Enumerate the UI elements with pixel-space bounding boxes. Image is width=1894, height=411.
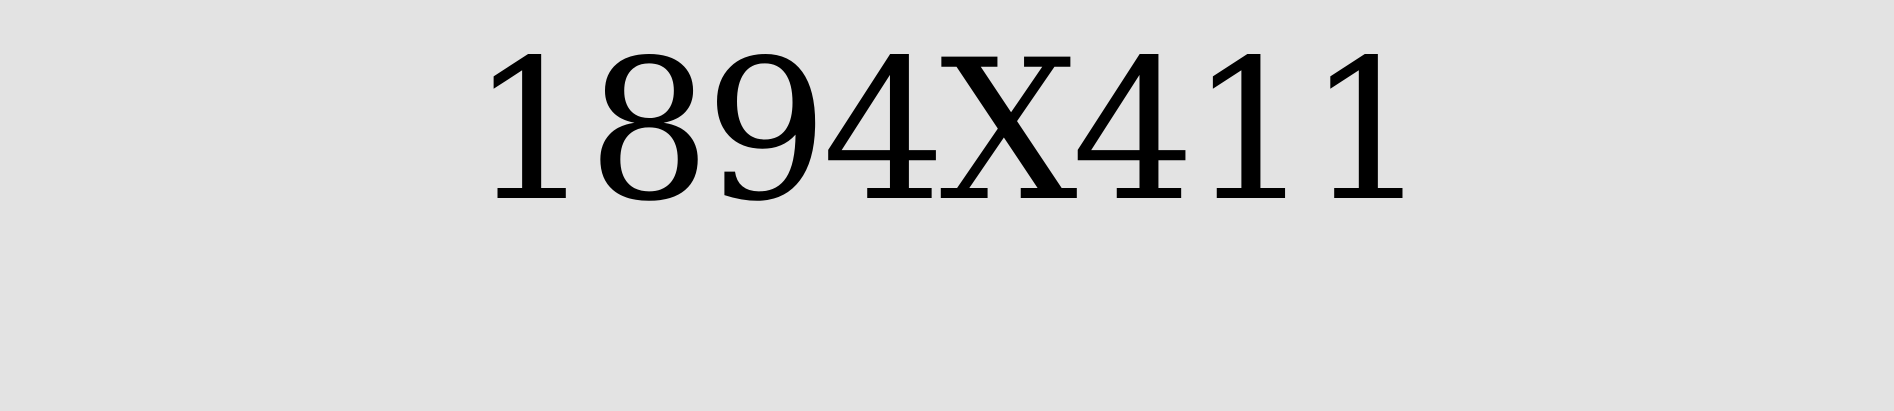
dimension-label: 1894X411 [469, 18, 1430, 244]
